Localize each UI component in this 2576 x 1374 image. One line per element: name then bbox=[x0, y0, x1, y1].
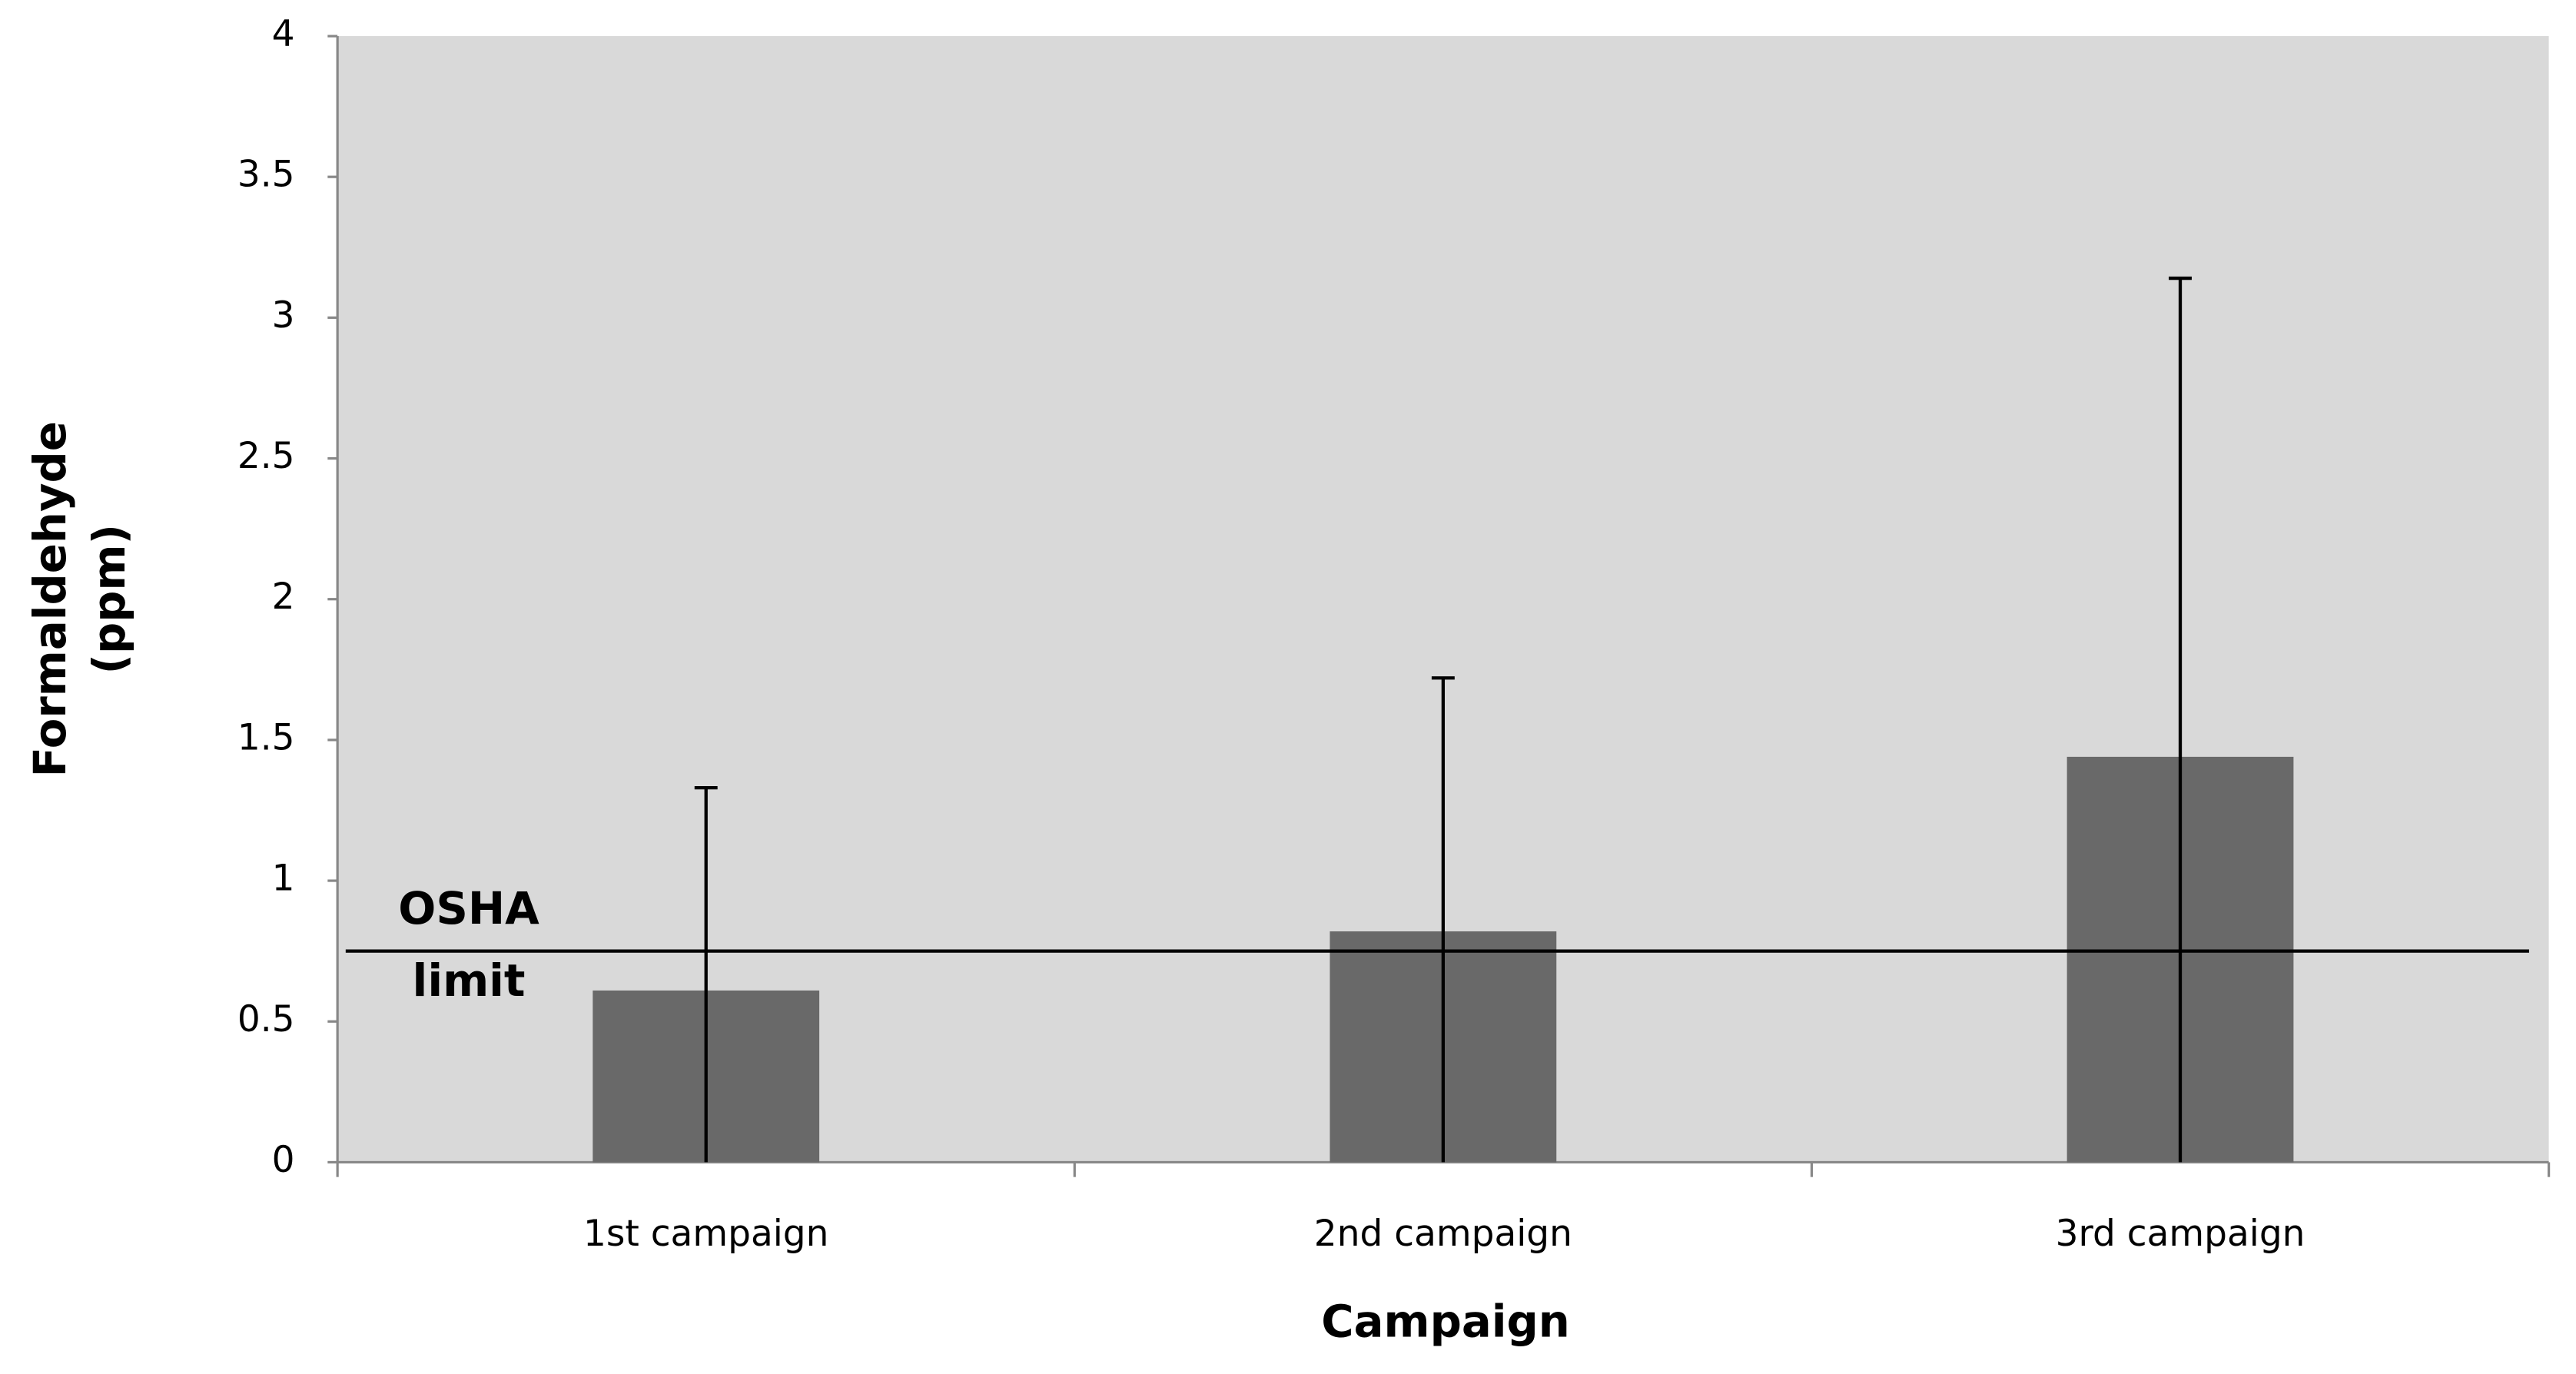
y-tick-label: 1 bbox=[272, 858, 295, 900]
x-tick-label: 1st campaign bbox=[583, 1213, 828, 1255]
reference-label: OSHA bbox=[398, 882, 539, 934]
y-tick-label: 2.5 bbox=[237, 435, 295, 477]
y-axis-label-line: Formaldehyde bbox=[24, 421, 76, 777]
x-tick-label: 3rd campaign bbox=[2056, 1213, 2305, 1255]
y-axis-label: Formaldehyde (ppm) bbox=[24, 421, 135, 777]
y-tick-label: 2 bbox=[272, 576, 295, 618]
y-tick-label: 4 bbox=[272, 12, 295, 55]
error-bar bbox=[1431, 676, 1455, 1163]
y-tick-label: 3 bbox=[272, 294, 295, 337]
x-axis-label: Campaign bbox=[1321, 1296, 1570, 1348]
y-tick-label: 0 bbox=[272, 1139, 295, 1181]
x-tick-label: 2nd campaign bbox=[1314, 1213, 1572, 1255]
y-tick-label: 3.5 bbox=[237, 154, 295, 196]
y-tick-label: 1.5 bbox=[237, 716, 295, 758]
y-tick-label: 0.5 bbox=[237, 998, 295, 1040]
error-bar bbox=[2169, 276, 2192, 1163]
y-axis-label-line: (ppm) bbox=[83, 524, 135, 674]
error-bar bbox=[694, 786, 718, 1163]
reference-label: limit bbox=[413, 954, 526, 1007]
